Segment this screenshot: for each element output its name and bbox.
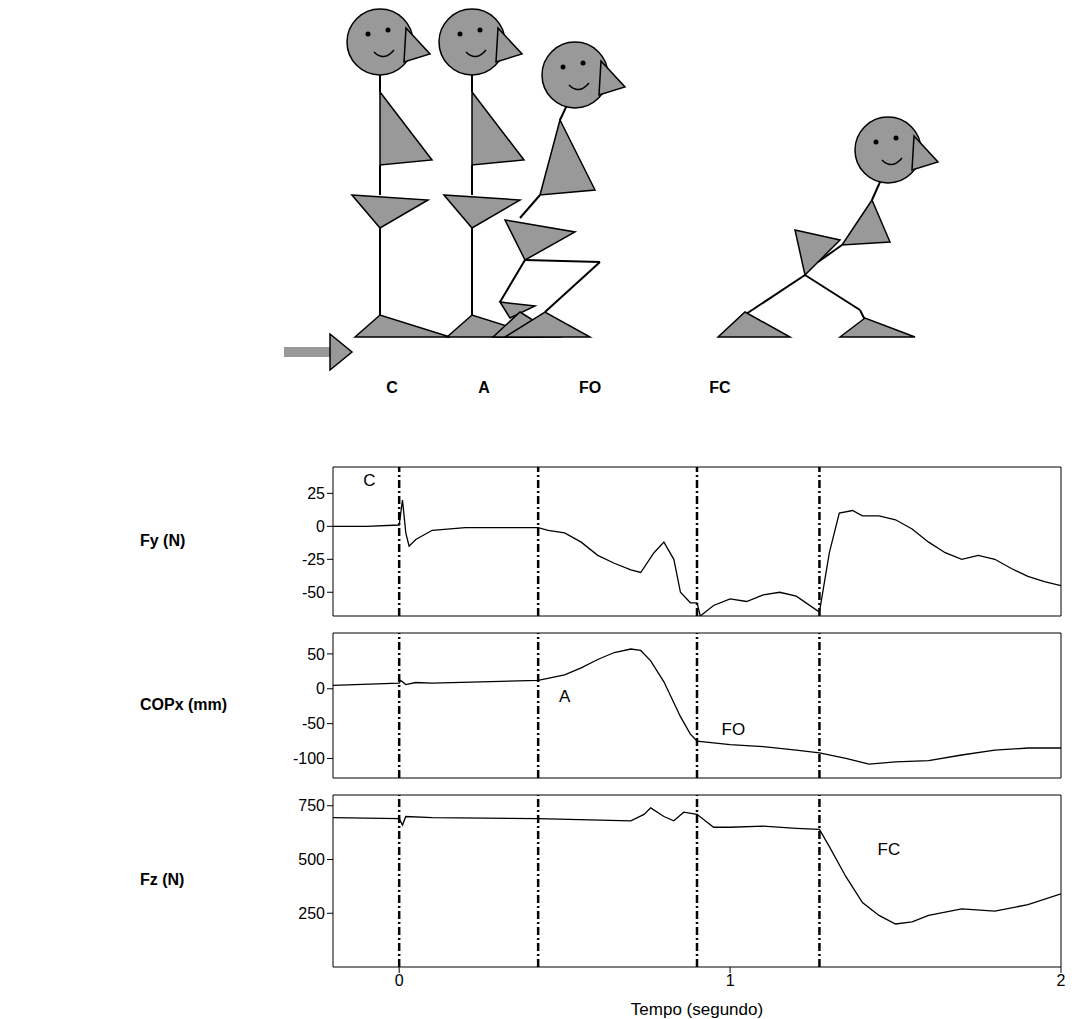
svg-text:2: 2 bbox=[1057, 972, 1066, 989]
svg-text:0: 0 bbox=[316, 680, 325, 697]
svg-text:25: 25 bbox=[307, 485, 325, 502]
svg-text:1: 1 bbox=[726, 972, 735, 989]
svg-text:C: C bbox=[363, 471, 375, 490]
html-text:Fy (N): Fy (N) bbox=[140, 531, 186, 549]
svg-text:-25: -25 bbox=[302, 551, 325, 568]
svg-text:500: 500 bbox=[298, 851, 325, 868]
svg-text:Tempo (segundo): Tempo (segundo) bbox=[631, 1000, 763, 1019]
svg-text:FO: FO bbox=[579, 379, 601, 396]
svg-text:FC: FC bbox=[878, 840, 901, 859]
svg-text:FO: FO bbox=[722, 720, 746, 739]
html-text:Fz (N): Fz (N) bbox=[140, 871, 185, 888]
svg-text:0: 0 bbox=[316, 518, 325, 535]
svg-text:-100: -100 bbox=[293, 750, 325, 767]
svg-text:A: A bbox=[559, 687, 571, 706]
html-text:COPx (mm): COPx (mm) bbox=[140, 695, 228, 713]
svg-text:A: A bbox=[478, 379, 490, 396]
svg-text:C: C bbox=[386, 379, 398, 396]
svg-text:-50: -50 bbox=[302, 715, 325, 732]
svg-text:0: 0 bbox=[395, 972, 404, 989]
svg-text:-50: -50 bbox=[302, 584, 325, 601]
svg-text:250: 250 bbox=[298, 905, 325, 922]
svg-text:FC: FC bbox=[709, 379, 731, 396]
svg-text:50: 50 bbox=[307, 646, 325, 663]
svg-text:750: 750 bbox=[298, 797, 325, 814]
